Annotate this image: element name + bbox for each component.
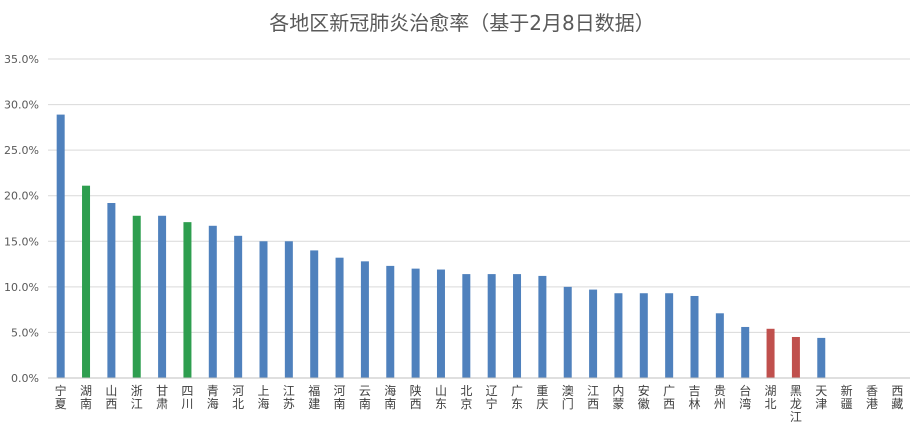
bar-13 (360, 261, 369, 378)
y-tick-label: 20.0% (4, 190, 39, 203)
x-tick-label: 上海 (257, 384, 269, 411)
x-tick-label: 台湾 (739, 383, 751, 411)
y-tick-label: 30.0% (4, 99, 39, 112)
bar-17 (462, 274, 471, 378)
x-tick-label: 江苏 (283, 384, 295, 411)
x-tick-label: 广西 (663, 384, 675, 411)
bar-6 (183, 222, 192, 378)
x-tick-label: 黑龙江 (790, 384, 802, 424)
bar-20 (538, 275, 547, 378)
x-tick-label: 内蒙 (612, 384, 624, 411)
bar-22 (589, 289, 598, 378)
bar-15 (411, 268, 420, 378)
x-tick-label: 澳门 (562, 384, 574, 411)
bar-9 (259, 241, 268, 378)
x-tick-label: 河南 (334, 384, 346, 411)
x-tick-label: 天津 (815, 384, 827, 411)
bar-19 (513, 274, 522, 378)
x-tick-label: 湖南 (80, 383, 92, 411)
bar-1 (56, 114, 65, 379)
y-tick-label: 25.0% (4, 144, 39, 157)
bar-18 (487, 274, 496, 378)
bar-24 (639, 293, 648, 378)
y-tick-label: 5.0% (11, 326, 39, 339)
x-tick-label: 福建 (308, 383, 320, 411)
bar-23 (614, 293, 623, 378)
x-tick-label: 陕西 (410, 383, 422, 411)
bar-16 (436, 269, 445, 378)
y-tick-label: 10.0% (4, 281, 39, 294)
x-tick-label: 甘肃 (156, 384, 168, 411)
x-tick-label: 西藏 (891, 384, 903, 411)
bar-2 (82, 185, 91, 378)
bar-14 (386, 265, 395, 378)
x-tick-label: 新疆 (841, 383, 853, 411)
x-tick-label: 香港 (866, 384, 878, 411)
x-tick-label: 宁夏 (55, 383, 67, 411)
x-axis-ticks: 宁夏湖南山西浙江甘肃四川青海河北上海江苏福建河南云南海南陕西山东北京辽宁广东重庆… (55, 383, 904, 424)
x-tick-label: 云南 (359, 384, 371, 411)
bar-5 (158, 215, 167, 378)
x-tick-label: 山西 (105, 384, 117, 411)
bar-11 (310, 250, 319, 378)
x-tick-label: 四川 (181, 384, 193, 411)
y-axis-ticks: 0.0% 5.0% 10.0% 15.0% 20.0% 25.0% 30.0% 35.0% (4, 53, 39, 385)
bar-26 (690, 295, 699, 378)
bar-30 (791, 336, 800, 378)
bar-29 (766, 328, 775, 378)
y-tick-label: 35.0% (4, 53, 39, 66)
y-tick-label: 0.0% (11, 372, 39, 385)
x-tick-label: 广东 (511, 384, 523, 411)
bar-10 (284, 241, 293, 378)
x-tick-label: 山东 (435, 384, 447, 411)
bar-27 (715, 313, 724, 378)
x-tick-label: 湖北 (765, 383, 777, 411)
x-tick-label: 吉林 (688, 384, 700, 411)
gridlines (48, 58, 910, 333)
bar-31 (817, 337, 826, 378)
bar-25 (665, 293, 674, 378)
x-tick-label: 海南 (384, 383, 396, 411)
bar-28 (741, 326, 750, 378)
x-tick-label: 河北 (232, 384, 244, 411)
bar-8 (234, 235, 243, 378)
bar-21 (563, 286, 572, 378)
x-tick-label: 浙江 (131, 384, 143, 411)
x-tick-label: 青海 (207, 384, 219, 411)
x-tick-label: 安徽 (638, 383, 650, 411)
x-tick-label: 贵州 (714, 384, 726, 411)
bar-12 (335, 257, 344, 378)
bar-7 (208, 225, 217, 378)
chart-title: 各地区新冠肺炎治愈率（基于2月8日数据） (269, 11, 654, 35)
x-tick-label: 辽宁 (486, 384, 498, 411)
bars (56, 114, 826, 379)
x-tick-label: 江西 (587, 384, 599, 411)
x-tick-label: 重庆 (536, 384, 548, 411)
bar-4 (132, 215, 141, 378)
x-tick-label: 北京 (460, 384, 472, 411)
y-tick-label: 15.0% (4, 235, 39, 248)
bar-3 (107, 203, 116, 378)
